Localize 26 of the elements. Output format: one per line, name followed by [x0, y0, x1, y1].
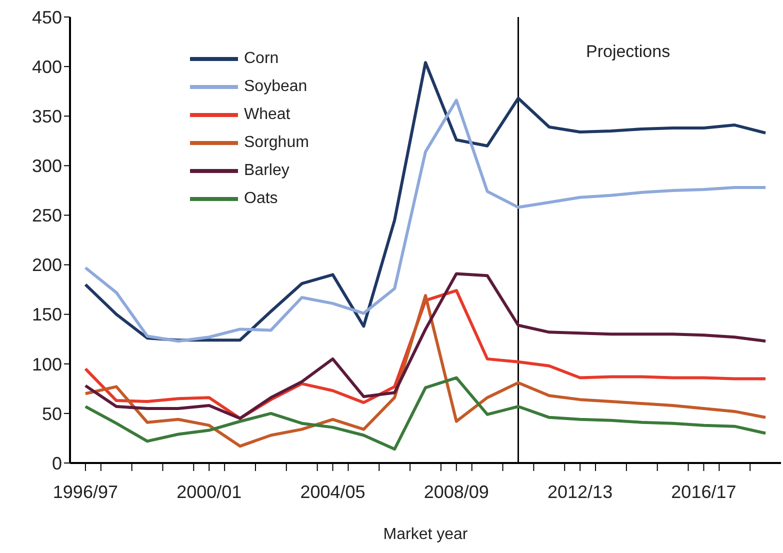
legend-label: Corn — [244, 50, 279, 68]
legend-label: Oats — [244, 190, 278, 208]
y-tick-label: 400 — [32, 56, 62, 77]
x-tick-label: 1996/97 — [52, 482, 118, 502]
legend-label: Sorghum — [244, 134, 309, 152]
line-series — [84, 376, 768, 451]
x-tick-label: 2008/09 — [424, 482, 489, 502]
x-tick-label: 2012/13 — [548, 482, 613, 502]
y-tick-label: 0 — [52, 453, 62, 474]
y-tick-label: 100 — [32, 354, 62, 374]
x-tick-label: 2016/17 — [671, 482, 736, 502]
y-tick-label: 200 — [32, 255, 62, 276]
legend-label: Soybean — [244, 78, 308, 96]
y-tick-label: 450 — [32, 7, 62, 28]
x-axis-title: Market year — [383, 526, 468, 543]
x-tick-label: 2000/01 — [176, 482, 242, 502]
y-tick-label: 300 — [32, 156, 62, 176]
annotation: Projections — [586, 42, 670, 62]
line-series — [84, 294, 768, 448]
legend-label: Barley — [244, 162, 290, 180]
x-tick-label: 2004/05 — [300, 482, 366, 502]
y-tick-label: 150 — [32, 304, 62, 325]
y-tick-label: 350 — [32, 106, 62, 126]
legend-label: Wheat — [244, 106, 290, 124]
y-tick-label: 50 — [42, 404, 62, 424]
y-tick-label: 250 — [32, 206, 62, 226]
